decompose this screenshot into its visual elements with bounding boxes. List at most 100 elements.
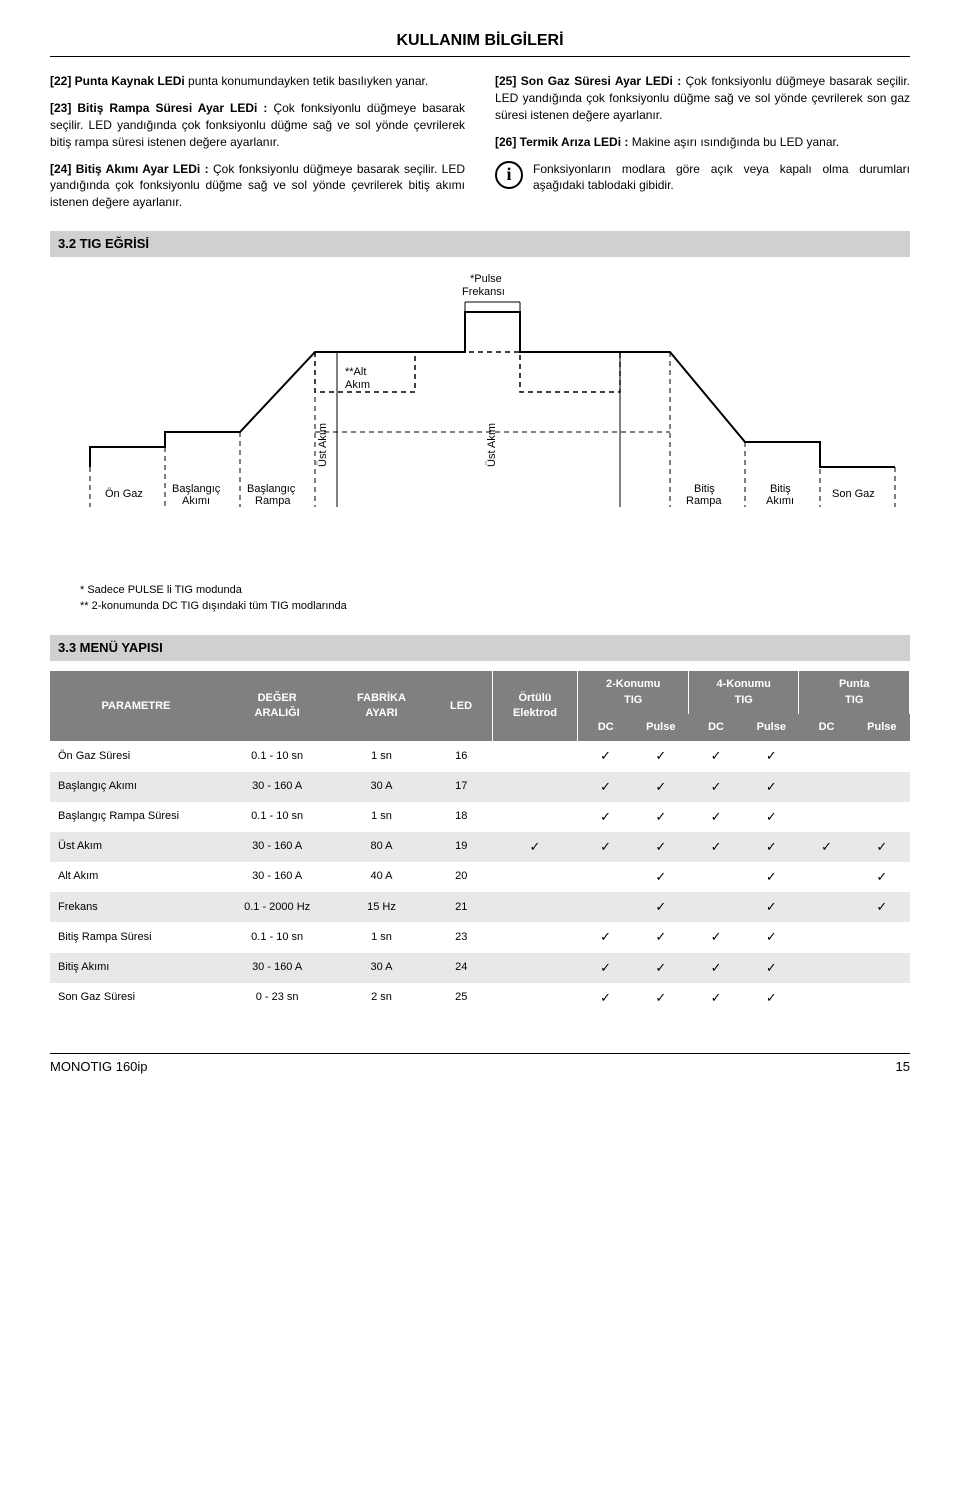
table-cell: 20 xyxy=(431,862,492,892)
label-basrampa2: Rampa xyxy=(255,495,291,507)
check-cell xyxy=(492,802,578,832)
info-text: Fonksiyonların modlara göre açık veya ka… xyxy=(533,161,910,195)
table-cell: 30 - 160 A xyxy=(222,862,333,892)
paragraph: [22] Punta Kaynak LEDi punta konumundayk… xyxy=(50,73,465,90)
diagram-footnotes: * Sadece PULSE li TIG modunda ** 2-konum… xyxy=(80,582,910,615)
check-cell: ✓ xyxy=(688,922,743,952)
table-cell: 25 xyxy=(431,983,492,1013)
table-cell: Bitiş Akımı xyxy=(50,953,222,983)
check-cell: ✓ xyxy=(688,741,743,771)
check-cell xyxy=(578,892,633,922)
check-cell xyxy=(854,772,909,802)
section-32-heading: 3.2 TIG EĞRİSİ xyxy=(50,231,910,257)
label-pulse2: Frekansı xyxy=(462,286,505,298)
check-cell xyxy=(492,892,578,922)
check-cell: ✓ xyxy=(633,892,688,922)
check-cell: ✓ xyxy=(744,741,799,771)
check-cell: ✓ xyxy=(744,772,799,802)
th-dc2: DC xyxy=(688,714,743,741)
check-cell: ✓ xyxy=(854,832,909,862)
table-cell: Alt Akım xyxy=(50,862,222,892)
th-ortulu: ÖrtülüElektrod xyxy=(492,671,578,741)
check-cell: ✓ xyxy=(633,832,688,862)
table-cell: 30 A xyxy=(332,772,430,802)
check-cell: ✓ xyxy=(854,892,909,922)
table-cell: 40 A xyxy=(332,862,430,892)
table-row: Son Gaz Süresi0 - 23 sn2 sn25✓✓✓✓ xyxy=(50,983,910,1013)
check-cell: ✓ xyxy=(744,802,799,832)
check-cell: ✓ xyxy=(744,983,799,1013)
paragraph: [25] Son Gaz Süresi Ayar LEDi : Çok fonk… xyxy=(495,73,910,123)
footer-left: MONOTIG 160ip xyxy=(50,1058,148,1076)
info-icon: i xyxy=(495,161,523,189)
check-cell: ✓ xyxy=(688,832,743,862)
table-cell: Son Gaz Süresi xyxy=(50,983,222,1013)
table-row: Ön Gaz Süresi0.1 - 10 sn1 sn16✓✓✓✓ xyxy=(50,741,910,771)
table-cell: 18 xyxy=(431,802,492,832)
table-row: Bitiş Rampa Süresi0.1 - 10 sn1 sn23✓✓✓✓ xyxy=(50,922,910,952)
check-cell xyxy=(854,741,909,771)
check-cell: ✓ xyxy=(492,832,578,862)
check-cell xyxy=(799,983,854,1013)
check-cell xyxy=(492,922,578,952)
check-cell: ✓ xyxy=(578,832,633,862)
check-cell: ✓ xyxy=(578,922,633,952)
check-cell: ✓ xyxy=(633,983,688,1013)
th-dc1: DC xyxy=(578,714,633,741)
table-cell: Başlangıç Akımı xyxy=(50,772,222,802)
table-cell: Ön Gaz Süresi xyxy=(50,741,222,771)
label-bitisrampa1: Bitiş xyxy=(694,483,715,495)
check-cell xyxy=(799,772,854,802)
check-cell: ✓ xyxy=(744,862,799,892)
label-alt1: **Alt xyxy=(345,366,366,378)
check-cell: ✓ xyxy=(578,953,633,983)
check-cell xyxy=(578,862,633,892)
table-cell: 0.1 - 2000 Hz xyxy=(222,892,333,922)
check-cell: ✓ xyxy=(688,772,743,802)
th-pulse2: Pulse xyxy=(744,714,799,741)
check-cell: ✓ xyxy=(633,953,688,983)
table-row: Başlangıç Rampa Süresi0.1 - 10 sn1 sn18✓… xyxy=(50,802,910,832)
th-pulse1: Pulse xyxy=(633,714,688,741)
page-footer: MONOTIG 160ip 15 xyxy=(50,1053,910,1076)
table-cell: Üst Akım xyxy=(50,832,222,862)
label-basakim1: Başlangıç xyxy=(172,483,221,495)
table-row: Alt Akım30 - 160 A40 A20✓✓✓ xyxy=(50,862,910,892)
table-cell: 0.1 - 10 sn xyxy=(222,922,333,952)
table-cell: 30 - 160 A xyxy=(222,832,333,862)
table-cell: 0.1 - 10 sn xyxy=(222,741,333,771)
footnote-1: * Sadece PULSE li TIG modunda xyxy=(80,582,910,599)
table-row: Frekans0.1 - 2000 Hz15 Hz21✓✓✓ xyxy=(50,892,910,922)
check-cell xyxy=(799,862,854,892)
check-cell xyxy=(799,922,854,952)
check-cell xyxy=(854,922,909,952)
check-cell: ✓ xyxy=(688,983,743,1013)
label-ongaz: Ön Gaz xyxy=(105,488,143,500)
th-param: PARAMETRE xyxy=(50,671,222,741)
check-cell: ✓ xyxy=(578,772,633,802)
check-cell xyxy=(854,802,909,832)
check-cell xyxy=(492,953,578,983)
check-cell xyxy=(854,983,909,1013)
label-bitisakim1: Bitiş xyxy=(770,483,791,495)
section-33-heading: 3.3 MENÜ YAPISI xyxy=(50,635,910,661)
check-cell: ✓ xyxy=(633,862,688,892)
label-ust2: Üst Akım xyxy=(486,423,498,467)
check-cell: ✓ xyxy=(744,922,799,952)
th-factory: FABRİKAAYARI xyxy=(332,671,430,741)
table-cell: 17 xyxy=(431,772,492,802)
table-row: Bitiş Akımı30 - 160 A30 A24✓✓✓✓ xyxy=(50,953,910,983)
th-dc3: DC xyxy=(799,714,854,741)
table-cell: 30 - 160 A xyxy=(222,772,333,802)
label-pulse: *Pulse xyxy=(470,273,502,285)
table-cell: 19 xyxy=(431,832,492,862)
table-cell: Bitiş Rampa Süresi xyxy=(50,922,222,952)
table-cell: 24 xyxy=(431,953,492,983)
table-cell: 21 xyxy=(431,892,492,922)
label-basakim2: Akımı xyxy=(182,495,210,507)
check-cell: ✓ xyxy=(633,772,688,802)
th-tig4: 4-KonumuTIG xyxy=(688,671,799,714)
check-cell: ✓ xyxy=(578,741,633,771)
check-cell xyxy=(799,892,854,922)
paragraph: [23] Bitiş Rampa Süresi Ayar LEDi : Çok … xyxy=(50,100,465,150)
